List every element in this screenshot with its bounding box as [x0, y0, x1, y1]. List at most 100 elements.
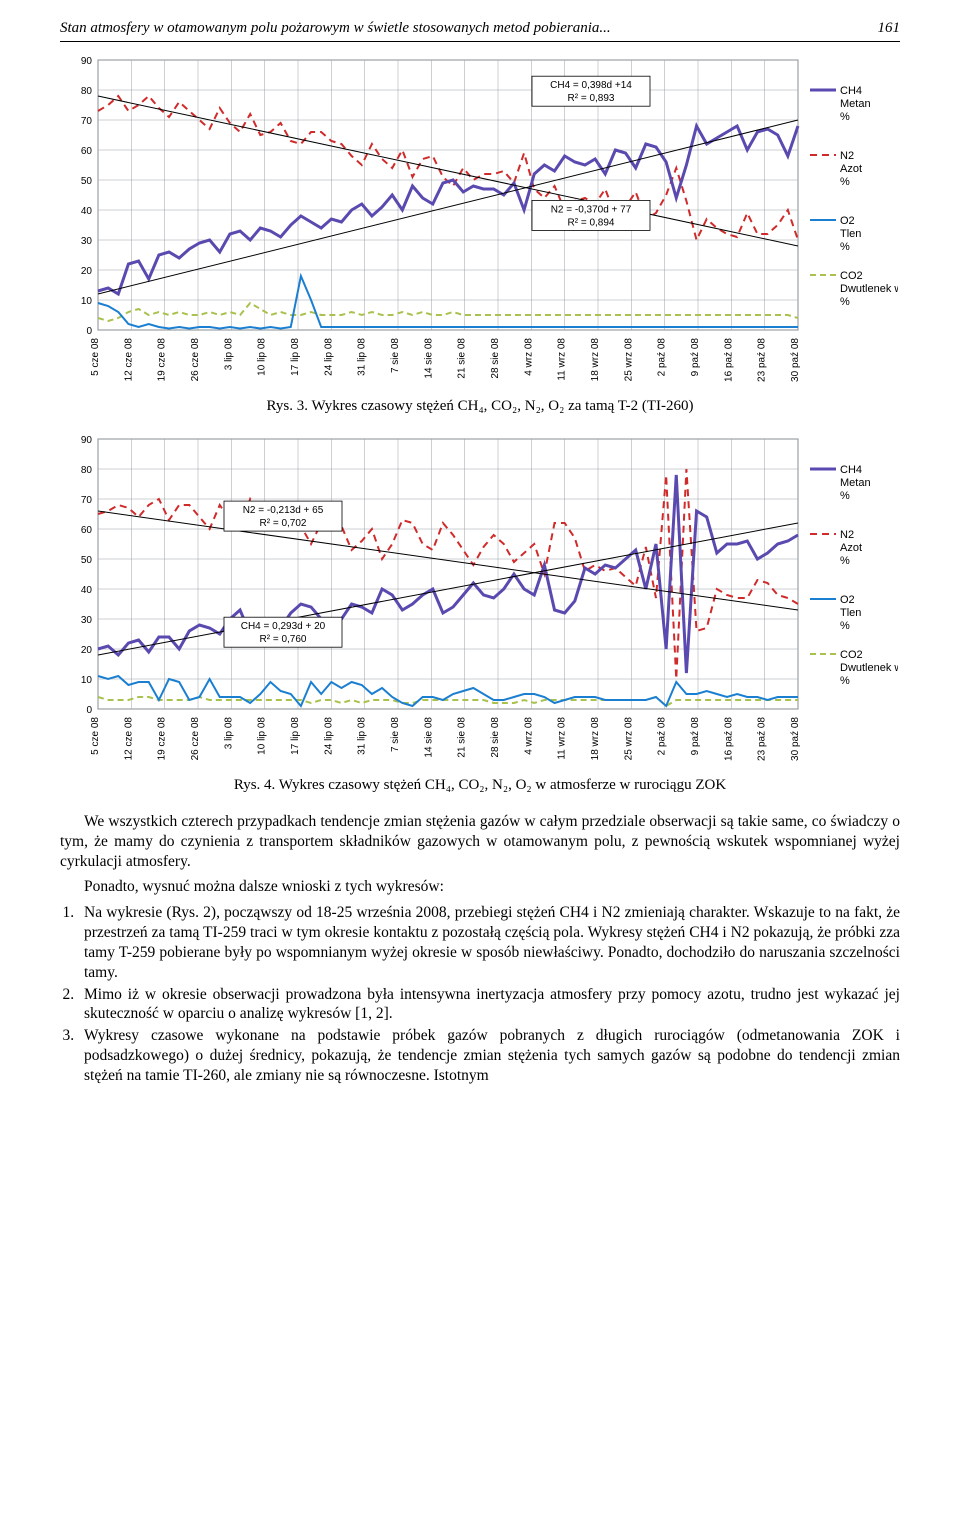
- svg-text:N2 = -0,370d + 77: N2 = -0,370d + 77: [551, 204, 632, 215]
- svg-text:19 cze 08: 19 cze 08: [157, 717, 168, 761]
- svg-text:R² = 0,760: R² = 0,760: [260, 634, 307, 645]
- svg-text:21 sie 08: 21 sie 08: [457, 338, 468, 379]
- svg-text:N2 = -0,213d + 65: N2 = -0,213d + 65: [243, 505, 324, 516]
- svg-text:31 lip 08: 31 lip 08: [357, 717, 368, 755]
- svg-text:24 lip 08: 24 lip 08: [323, 338, 334, 376]
- svg-text:16 paź 08: 16 paź 08: [723, 717, 734, 761]
- svg-text:90: 90: [81, 435, 93, 446]
- svg-text:7 sie 08: 7 sie 08: [390, 717, 401, 752]
- svg-text:50: 50: [81, 176, 93, 187]
- svg-text:31 lip 08: 31 lip 08: [357, 338, 368, 376]
- svg-text:12 cze 08: 12 cze 08: [123, 717, 134, 761]
- svg-text:CH4 = 0,398d +14: CH4 = 0,398d +14: [550, 80, 632, 91]
- svg-text:R² = 0,893: R² = 0,893: [568, 93, 615, 104]
- svg-text:3 lip 08: 3 lip 08: [223, 338, 234, 371]
- svg-text:11 wrz 08: 11 wrz 08: [557, 338, 568, 381]
- svg-text:16 paź 08: 16 paź 08: [723, 338, 734, 382]
- svg-text:CO2: CO2: [840, 270, 863, 282]
- svg-text:28 sie 08: 28 sie 08: [490, 338, 501, 379]
- svg-text:Azot: Azot: [840, 163, 862, 175]
- list-item: Mimo iż w okresie obserwacji prowadzona …: [78, 985, 900, 1025]
- svg-text:18 wrz 08: 18 wrz 08: [590, 717, 601, 761]
- svg-text:Tlen: Tlen: [840, 607, 861, 619]
- svg-text:60: 60: [81, 525, 93, 536]
- svg-text:10 lip 08: 10 lip 08: [257, 338, 268, 376]
- page-number: 161: [878, 20, 901, 37]
- svg-text:9 paź 08: 9 paź 08: [690, 338, 701, 377]
- svg-text:%: %: [840, 296, 850, 308]
- chart-1: 01020304050607080905 cze 0812 cze 0819 c…: [60, 54, 898, 394]
- svg-text:20: 20: [81, 266, 93, 277]
- svg-text:%: %: [840, 176, 850, 188]
- svg-text:30 paź 08: 30 paź 08: [790, 338, 801, 382]
- svg-text:2 paź 08: 2 paź 08: [657, 338, 668, 377]
- svg-text:Metan: Metan: [840, 477, 871, 489]
- svg-text:23 paź 08: 23 paź 08: [757, 338, 768, 382]
- svg-text:50: 50: [81, 555, 93, 566]
- svg-text:CH4: CH4: [840, 464, 862, 476]
- svg-text:CH4: CH4: [840, 85, 862, 97]
- svg-text:40: 40: [81, 585, 93, 596]
- svg-text:9 paź 08: 9 paź 08: [690, 717, 701, 756]
- svg-text:21 sie 08: 21 sie 08: [457, 717, 468, 758]
- intro-paragraph-2: Ponadto, wysnuć można dalsze wnioski z t…: [60, 877, 900, 897]
- svg-text:2 paź 08: 2 paź 08: [657, 717, 668, 756]
- list-item: Na wykresie (Rys. 2), począwszy od 18-25…: [78, 903, 900, 982]
- svg-text:24 lip 08: 24 lip 08: [323, 717, 334, 755]
- svg-text:5 cze 08: 5 cze 08: [90, 338, 101, 376]
- svg-text:14 sie 08: 14 sie 08: [423, 717, 434, 758]
- svg-text:Dwutlenek węgla: Dwutlenek węgla: [840, 283, 898, 295]
- svg-text:%: %: [840, 620, 850, 632]
- svg-text:14 sie 08: 14 sie 08: [423, 338, 434, 379]
- svg-text:10 lip 08: 10 lip 08: [257, 717, 268, 755]
- list-item: Wykresy czasowe wykonane na podstawie pr…: [78, 1026, 900, 1085]
- svg-text:Dwutlenek węgla: Dwutlenek węgla: [840, 662, 898, 674]
- svg-text:4 wrz 08: 4 wrz 08: [523, 338, 534, 376]
- svg-text:28 sie 08: 28 sie 08: [490, 717, 501, 758]
- chart-1-container: 01020304050607080905 cze 0812 cze 0819 c…: [60, 54, 900, 394]
- svg-text:17 lip 08: 17 lip 08: [290, 338, 301, 376]
- svg-text:80: 80: [81, 86, 93, 97]
- svg-text:%: %: [840, 241, 850, 253]
- svg-text:R² = 0,702: R² = 0,702: [260, 518, 307, 529]
- svg-text:3 lip 08: 3 lip 08: [223, 717, 234, 750]
- svg-text:19 cze 08: 19 cze 08: [157, 338, 168, 382]
- svg-text:0: 0: [86, 326, 92, 337]
- svg-text:Metan: Metan: [840, 98, 871, 110]
- body-text: We wszystkich czterech przypadkach tende…: [60, 812, 900, 1086]
- svg-text:30 paź 08: 30 paź 08: [790, 717, 801, 761]
- svg-text:R² = 0,894: R² = 0,894: [568, 217, 615, 228]
- svg-text:70: 70: [81, 495, 93, 506]
- svg-text:12 cze 08: 12 cze 08: [123, 338, 134, 382]
- svg-text:25 wrz 08: 25 wrz 08: [623, 338, 634, 382]
- svg-text:O2: O2: [840, 215, 855, 227]
- svg-text:O2: O2: [840, 594, 855, 606]
- svg-text:18 wrz 08: 18 wrz 08: [590, 338, 601, 382]
- svg-text:N2: N2: [840, 529, 854, 541]
- svg-text:11 wrz 08: 11 wrz 08: [557, 717, 568, 760]
- page-header: Stan atmosfery w otamowanym polu pożarow…: [0, 0, 960, 41]
- svg-text:60: 60: [81, 146, 93, 157]
- svg-text:N2: N2: [840, 150, 854, 162]
- svg-text:30: 30: [81, 236, 93, 247]
- svg-text:26 cze 08: 26 cze 08: [190, 717, 201, 761]
- svg-text:10: 10: [81, 675, 93, 686]
- svg-text:40: 40: [81, 206, 93, 217]
- header-rule: [60, 41, 900, 42]
- svg-text:CH4 = 0,293d + 20: CH4 = 0,293d + 20: [241, 621, 326, 632]
- intro-paragraph: We wszystkich czterech przypadkach tende…: [60, 812, 900, 871]
- svg-text:26 cze 08: 26 cze 08: [190, 338, 201, 382]
- svg-text:%: %: [840, 490, 850, 502]
- svg-text:20: 20: [81, 645, 93, 656]
- svg-text:30: 30: [81, 615, 93, 626]
- conclusions-list: Na wykresie (Rys. 2), począwszy od 18-25…: [60, 903, 900, 1085]
- svg-text:17 lip 08: 17 lip 08: [290, 717, 301, 755]
- svg-text:%: %: [840, 555, 850, 567]
- svg-text:5 cze 08: 5 cze 08: [90, 717, 101, 755]
- svg-text:80: 80: [81, 465, 93, 476]
- svg-text:7 sie 08: 7 sie 08: [390, 338, 401, 373]
- chart-2-caption: Rys. 4. Wykres czasowy stężeń CH₄, CO₂, …: [0, 777, 960, 794]
- svg-text:Azot: Azot: [840, 542, 862, 554]
- svg-text:%: %: [840, 111, 850, 123]
- header-title: Stan atmosfery w otamowanym polu pożarow…: [60, 20, 611, 37]
